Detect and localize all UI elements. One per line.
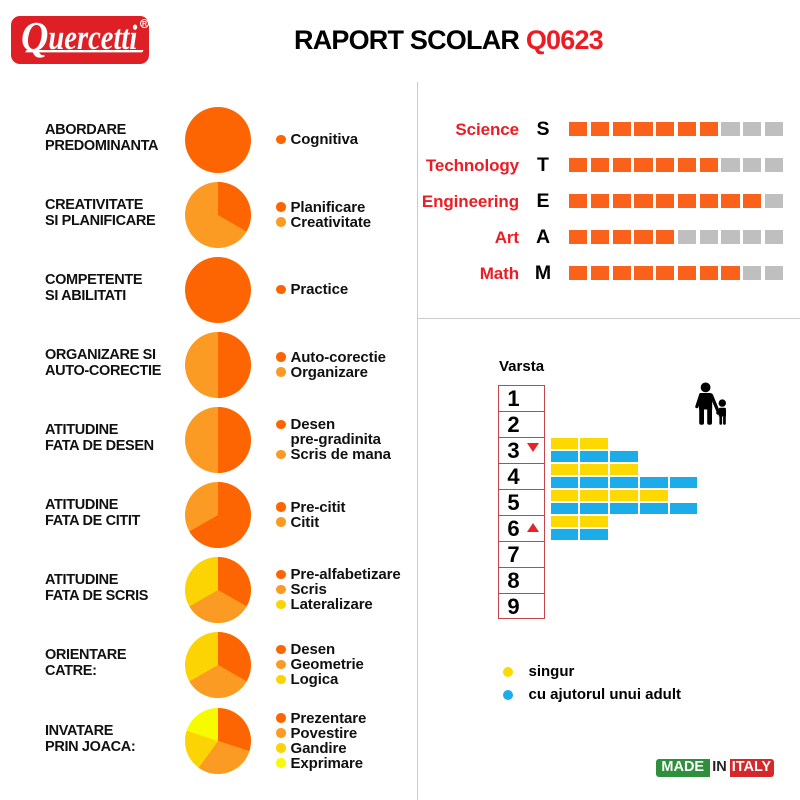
svg-text:R: R: [142, 21, 147, 28]
svg-text:Q: Q: [21, 16, 48, 60]
